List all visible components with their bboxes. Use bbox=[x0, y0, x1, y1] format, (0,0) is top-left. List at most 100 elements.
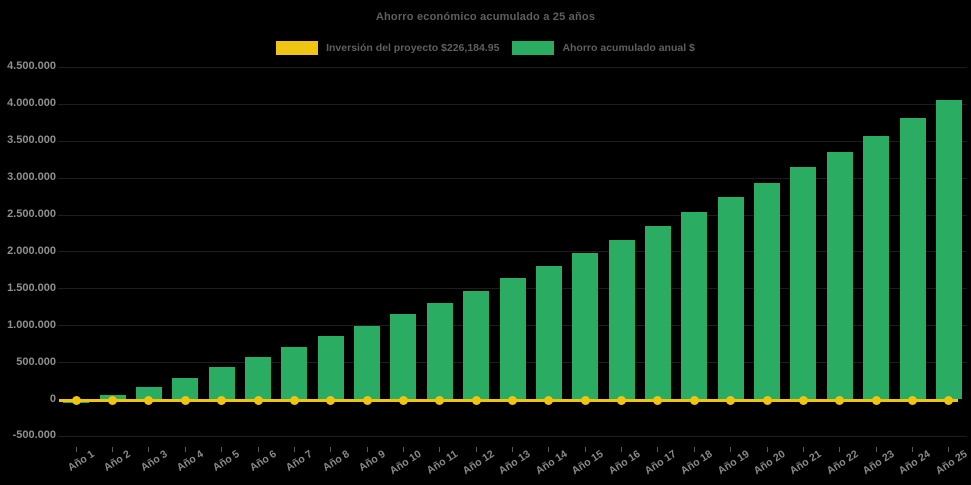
x-axis-label: Año 17 bbox=[642, 448, 679, 478]
investment-line-marker bbox=[362, 396, 372, 405]
savings-bar[interactable] bbox=[681, 211, 708, 399]
legend-item-investment[interactable]: Inversión del proyecto $226,184.95 bbox=[276, 41, 499, 55]
x-axis-label: Año 11 bbox=[424, 448, 461, 477]
investment-line-marker bbox=[762, 396, 772, 405]
savings-bar[interactable] bbox=[135, 386, 162, 399]
x-axis-label: Año 16 bbox=[606, 448, 643, 478]
y-axis-label: 4.000.000 bbox=[7, 97, 56, 110]
investment-line-marker bbox=[508, 396, 517, 405]
y-axis-label: 1.500.000 bbox=[7, 281, 56, 294]
x-axis-tick bbox=[839, 447, 841, 452]
x-axis-tick bbox=[402, 447, 404, 452]
savings-bar[interactable] bbox=[826, 151, 853, 399]
investment-line-marker bbox=[653, 396, 663, 405]
investment-line-marker bbox=[908, 396, 917, 405]
x-axis-label: Año 8 bbox=[320, 448, 352, 474]
gridline bbox=[58, 214, 967, 216]
legend-swatch-investment bbox=[276, 41, 319, 55]
x-axis-label: Año 20 bbox=[751, 448, 788, 478]
gridline bbox=[58, 435, 967, 437]
savings-bar[interactable] bbox=[354, 325, 381, 399]
x-axis-tick bbox=[802, 447, 804, 452]
savings-bar[interactable] bbox=[245, 357, 271, 399]
savings-bar[interactable] bbox=[790, 166, 817, 399]
savings-bar[interactable] bbox=[208, 367, 235, 399]
x-axis-tick bbox=[366, 447, 368, 452]
investment-line-marker bbox=[617, 396, 627, 405]
x-axis-label: Año 15 bbox=[569, 448, 606, 478]
y-axis-label: -500.000 bbox=[12, 429, 56, 442]
savings-bar[interactable] bbox=[754, 182, 780, 399]
investment-line-marker bbox=[289, 396, 299, 405]
y-axis-label: 1.000.000 bbox=[7, 318, 56, 331]
savings-bar[interactable] bbox=[863, 135, 890, 399]
x-axis-label: Año 22 bbox=[824, 448, 861, 478]
x-axis-label: Año 1 bbox=[65, 448, 97, 474]
x-axis-label: Año 24 bbox=[897, 448, 934, 478]
x-axis-tick bbox=[948, 447, 950, 452]
savings-bar[interactable] bbox=[172, 378, 199, 399]
savings-bar[interactable] bbox=[717, 197, 744, 399]
savings-bar[interactable] bbox=[281, 347, 308, 399]
x-axis-tick bbox=[330, 447, 332, 452]
x-axis-label: Año 9 bbox=[356, 448, 388, 474]
savings-bar[interactable] bbox=[935, 100, 962, 399]
y-axis-label: 2.500.000 bbox=[7, 208, 56, 220]
gridline bbox=[58, 66, 967, 68]
savings-bar[interactable] bbox=[608, 240, 635, 399]
x-axis-label: Año 12 bbox=[460, 448, 497, 478]
x-axis-tick bbox=[730, 447, 732, 452]
investment-line-marker bbox=[544, 396, 554, 405]
investment-line-marker bbox=[689, 396, 699, 405]
legend-item-savings[interactable]: Ahorro acumulado anual $ bbox=[512, 41, 695, 55]
x-axis-label: Año 21 bbox=[788, 448, 824, 478]
x-axis-label: Año 6 bbox=[247, 448, 279, 474]
x-axis-tick bbox=[221, 447, 223, 452]
savings-bar[interactable] bbox=[463, 290, 490, 399]
x-axis-label: Año 23 bbox=[860, 448, 897, 478]
x-axis-tick bbox=[548, 447, 550, 452]
investment-line-marker bbox=[471, 396, 481, 405]
y-axis-label: 0 bbox=[49, 392, 56, 405]
gridline bbox=[58, 251, 967, 253]
x-axis-tick bbox=[475, 447, 477, 452]
investment-line-marker bbox=[871, 396, 881, 405]
y-axis-label: 500.000 bbox=[16, 355, 56, 368]
savings-bar[interactable] bbox=[499, 278, 526, 399]
savings-bar[interactable] bbox=[572, 252, 599, 399]
x-axis-tick bbox=[75, 447, 77, 452]
savings-bar[interactable] bbox=[899, 118, 926, 399]
x-axis-label: Año 4 bbox=[174, 448, 206, 474]
investment-line-marker bbox=[944, 396, 954, 405]
savings-bar[interactable] bbox=[644, 226, 671, 399]
x-axis-tick bbox=[112, 447, 113, 452]
x-axis-tick bbox=[766, 447, 768, 452]
investment-line-marker bbox=[798, 396, 808, 405]
investment-line-marker bbox=[217, 396, 227, 405]
x-axis-tick bbox=[657, 447, 659, 452]
savings-bar[interactable] bbox=[535, 266, 562, 399]
x-axis-tick bbox=[875, 447, 877, 452]
legend-label-investment: Inversión del proyecto $226,184.95 bbox=[326, 42, 500, 54]
investment-line-marker bbox=[326, 396, 336, 405]
gridline bbox=[58, 177, 967, 179]
x-axis-label: Año 13 bbox=[497, 448, 534, 478]
x-axis-tick bbox=[293, 447, 295, 452]
x-axis-tick bbox=[257, 447, 259, 452]
y-axis-label: 3.000.000 bbox=[7, 171, 56, 184]
y-axis-label: 2.000.000 bbox=[7, 244, 56, 257]
investment-line-marker bbox=[144, 396, 154, 405]
x-axis-label: Año 18 bbox=[678, 448, 715, 478]
investment-line-marker bbox=[398, 396, 408, 405]
legend-swatch-savings bbox=[512, 41, 555, 55]
x-axis-label: Año 10 bbox=[388, 448, 424, 478]
x-axis-tick bbox=[184, 447, 186, 452]
savings-bar[interactable] bbox=[426, 303, 453, 399]
savings-bar[interactable] bbox=[390, 313, 417, 399]
x-axis-label: Año 25 bbox=[933, 448, 970, 478]
x-axis-tick bbox=[148, 447, 150, 452]
investment-line-marker bbox=[71, 396, 81, 405]
savings-bar[interactable] bbox=[317, 336, 344, 399]
investment-line-marker bbox=[726, 396, 736, 405]
